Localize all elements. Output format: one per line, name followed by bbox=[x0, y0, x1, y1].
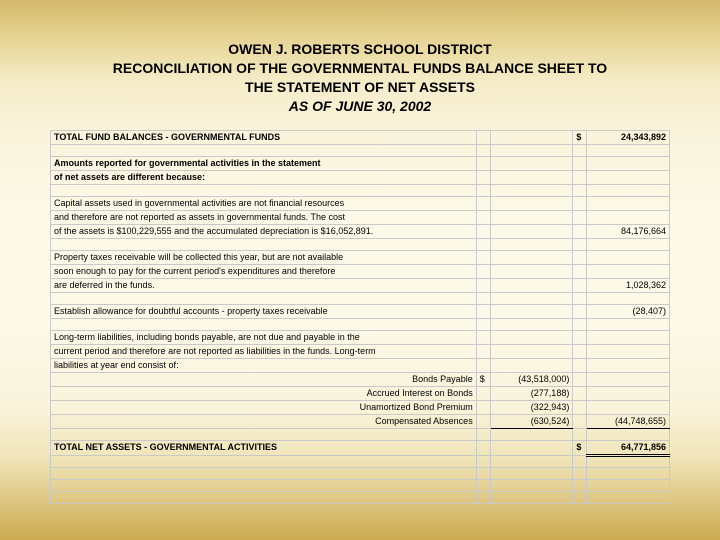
currency-symbol: $ bbox=[573, 440, 587, 455]
longterm-total-amount: (44,748,655) bbox=[587, 414, 670, 428]
row-total-net-assets: TOTAL NET ASSETS - GOVERNMENTAL ACTIVITI… bbox=[51, 440, 670, 455]
label: TOTAL FUND BALANCES - GOVERNMENTAL FUNDS bbox=[51, 130, 477, 144]
unamortized-premium-amount: (322,943) bbox=[490, 400, 573, 414]
capital-line-1: Capital assets used in governmental acti… bbox=[51, 196, 477, 210]
allowance-amount: (28,407) bbox=[587, 304, 670, 318]
net-assets-label: TOTAL NET ASSETS - GOVERNMENTAL ACTIVITI… bbox=[51, 440, 477, 455]
bonds-payable-label: Bonds Payable bbox=[51, 372, 477, 386]
unamortized-premium-label: Unamortized Bond Premium bbox=[51, 400, 477, 414]
currency-symbol: $ bbox=[476, 372, 490, 386]
allowance-label: Establish allowance for doubtful account… bbox=[51, 304, 477, 318]
title-line-1: OWEN J. ROBERTS SCHOOL DISTRICT bbox=[50, 40, 670, 59]
accrued-interest-label: Accrued Interest on Bonds bbox=[51, 386, 477, 400]
capital-amount: 84,176,664 bbox=[587, 224, 670, 238]
bonds-payable-amount: (43,518,000) bbox=[490, 372, 573, 386]
row-total-fund-balances: TOTAL FUND BALANCES - GOVERNMENTAL FUNDS… bbox=[51, 130, 670, 144]
net-assets-amount: 64,771,856 bbox=[587, 440, 670, 455]
property-line-2: soon enough to pay for the current perio… bbox=[51, 264, 477, 278]
longterm-line-3: liabilities at year end consist of: bbox=[51, 358, 477, 372]
property-amount: 1,028,362 bbox=[587, 278, 670, 292]
intro-line-2: of net assets are different because: bbox=[51, 170, 477, 184]
property-line-3: are deferred in the funds. bbox=[51, 278, 477, 292]
reconciliation-table: TOTAL FUND BALANCES - GOVERNMENTAL FUNDS… bbox=[50, 130, 670, 504]
title-line-3: THE STATEMENT OF NET ASSETS bbox=[50, 78, 670, 97]
longterm-line-2: current period and therefore are not rep… bbox=[51, 344, 477, 358]
title-line-2: RECONCILIATION OF THE GOVERNMENTAL FUNDS… bbox=[50, 59, 670, 78]
amount: 24,343,892 bbox=[587, 130, 670, 144]
currency-symbol: $ bbox=[573, 130, 587, 144]
title-line-4: AS OF JUNE 30, 2002 bbox=[50, 97, 670, 116]
longterm-line-1: Long-term liabilities, including bonds p… bbox=[51, 330, 477, 344]
accrued-interest-amount: (277,188) bbox=[490, 386, 573, 400]
title-block: OWEN J. ROBERTS SCHOOL DISTRICT RECONCIL… bbox=[50, 40, 670, 116]
compensated-absences-label: Compensated Absences bbox=[51, 414, 477, 428]
capital-line-3: of the assets is $100,229,555 and the ac… bbox=[51, 224, 477, 238]
property-line-1: Property taxes receivable will be collec… bbox=[51, 250, 477, 264]
compensated-absences-amount: (630,524) bbox=[490, 414, 573, 428]
capital-line-2: and therefore are not reported as assets… bbox=[51, 210, 477, 224]
intro-line-1: Amounts reported for governmental activi… bbox=[51, 156, 477, 170]
